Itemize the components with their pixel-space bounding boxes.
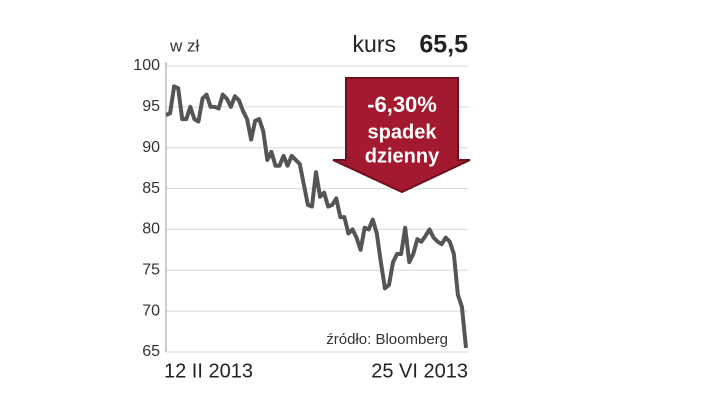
y-tick-label: 95 xyxy=(142,98,160,115)
price-caption: kurs xyxy=(353,31,396,57)
source: źródło: Bloomberg xyxy=(326,331,448,348)
plot: 65 70 75 80 85 90 95 100 12 II 2013 25 VI 2013 xyxy=(133,57,468,382)
price: 65,5 xyxy=(419,31,468,59)
price-line xyxy=(165,84,468,349)
change-badge xyxy=(332,77,471,194)
y-tick-label: 70 xyxy=(142,302,160,319)
change-caption: spadek xyxy=(368,121,438,143)
unit-label: w zł xyxy=(169,36,200,55)
change-caption: dzienny xyxy=(365,145,440,167)
x-tick-label: 25 VI 2013 xyxy=(371,360,468,382)
change: -6,30% xyxy=(367,92,437,117)
y-tick-label: 65 xyxy=(142,343,160,360)
y-tick-label: 75 xyxy=(142,262,160,279)
y-tick-label: 80 xyxy=(142,221,160,238)
x-tick-label: 12 II 2013 xyxy=(164,360,253,382)
y-tick-label: 90 xyxy=(142,139,160,156)
y-tick-label: 100 xyxy=(133,57,160,74)
y-tick-label: 85 xyxy=(142,180,160,197)
